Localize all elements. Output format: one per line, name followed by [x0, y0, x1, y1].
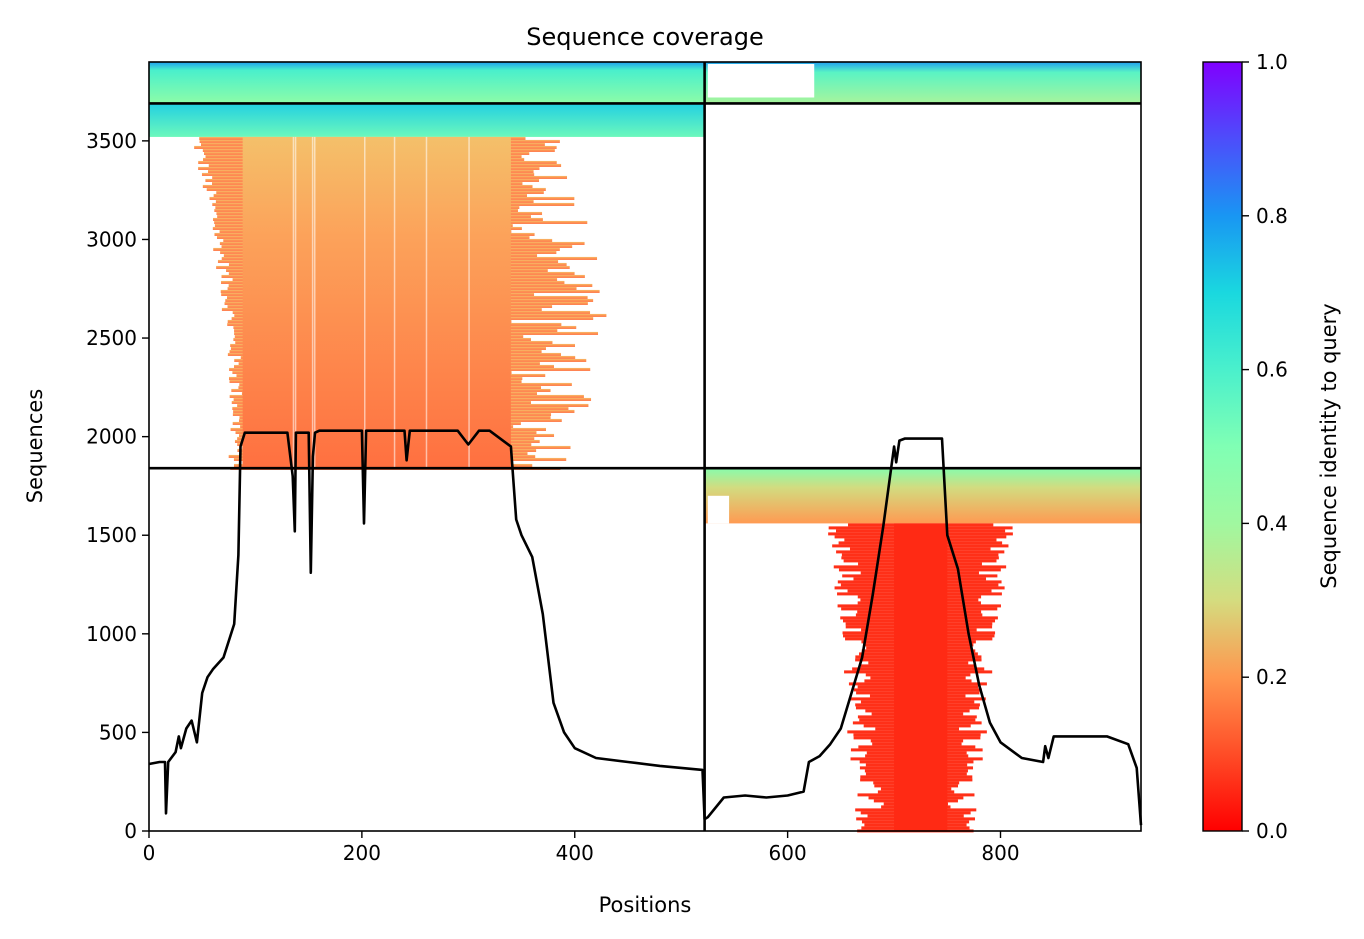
- gap-streak: [292, 136, 295, 469]
- coverage-heatmap: [149, 62, 1141, 833]
- coverage-block: [149, 62, 705, 104]
- coverage-line: [148, 429, 1143, 826]
- coverage-gap: [707, 495, 730, 524]
- colorbar-ticks: 0.0 0.2 0.4 0.6 0.8 1.0: [1242, 50, 1288, 843]
- x-tick-label: 200: [343, 841, 381, 865]
- coverage-block: [149, 103, 705, 137]
- colorbar-tick-label: 0.8: [1256, 204, 1288, 228]
- coverage-core-chain-a: [242, 136, 511, 469]
- coverage-block-chain-b-body: [828, 523, 1013, 833]
- gap-streak: [364, 136, 366, 469]
- colorbar-tick-label: 0.2: [1256, 665, 1288, 689]
- x-tick-label: 0: [143, 841, 156, 865]
- colorbar-tick-label: 0.6: [1256, 358, 1288, 382]
- y-tick-label: 0: [124, 819, 137, 843]
- colorbar-gradient: [1202, 61, 1243, 832]
- y-tick-label: 3500: [86, 129, 137, 153]
- x-axis-label: Positions: [599, 893, 692, 917]
- colorbar-label: Sequence identity to query: [1317, 303, 1341, 588]
- x-tick-label: 800: [981, 841, 1019, 865]
- y-tick-label: 2500: [86, 326, 137, 350]
- y-axis-label: Sequences: [23, 389, 47, 504]
- gap-streak: [311, 136, 314, 469]
- gap-streak: [313, 136, 316, 469]
- gap-streak: [425, 136, 428, 469]
- y-tick-label: 3000: [86, 227, 137, 251]
- y-axis-ticks: 0 500 1000 1500 2000 2500 3000 3500: [86, 129, 149, 843]
- gap-streak: [294, 136, 297, 469]
- chart-title: Sequence coverage: [526, 23, 763, 51]
- coverage-block: [704, 468, 1141, 524]
- y-tick-label: 2000: [86, 425, 137, 449]
- x-tick-label: 600: [769, 841, 807, 865]
- gap-streak: [393, 136, 396, 469]
- colorbar-tick-label: 0.0: [1256, 819, 1288, 843]
- coverage-block-chain-a-body: [194, 136, 607, 470]
- colorbar: 0.0 0.2 0.4 0.6 0.8 1.0 Sequence identity to …: [1202, 50, 1341, 843]
- gap-streak: [468, 136, 470, 469]
- coverage-gap: [707, 63, 815, 98]
- y-tick-label: 1000: [86, 622, 137, 646]
- colorbar-tick-label: 0.4: [1256, 511, 1288, 535]
- chain-boundaries: [149, 62, 1141, 831]
- colorbar-tick-label: 1.0: [1256, 50, 1288, 74]
- plot-frame: [148, 61, 1142, 832]
- x-axis-ticks: 0 200 400 600 800: [143, 831, 1020, 865]
- y-tick-label: 500: [99, 720, 137, 744]
- coverage-core-chain-b: [894, 523, 948, 831]
- y-tick-label: 1500: [86, 523, 137, 547]
- x-tick-label: 400: [556, 841, 594, 865]
